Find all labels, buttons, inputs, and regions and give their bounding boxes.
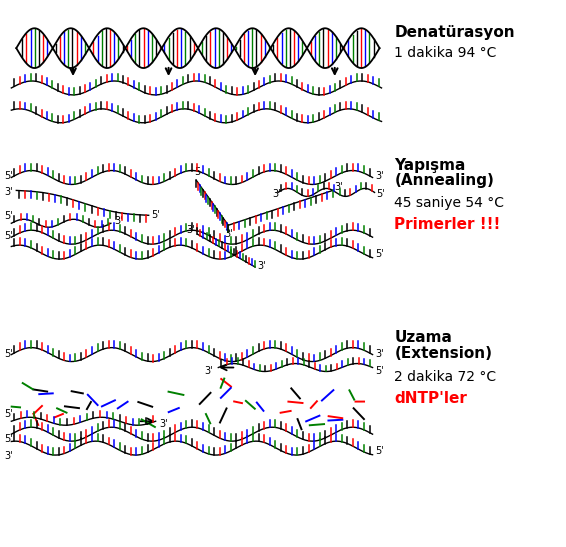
- Text: 5': 5': [5, 434, 13, 444]
- Text: (Extension): (Extension): [395, 346, 492, 360]
- Text: Uzama: Uzama: [395, 330, 452, 345]
- Text: dNTP'ler: dNTP'ler: [395, 391, 468, 406]
- Text: 5': 5': [5, 409, 13, 420]
- Text: 3': 3': [204, 365, 213, 375]
- Text: 3': 3': [376, 172, 384, 182]
- Text: 3': 3': [160, 419, 168, 429]
- Text: 5': 5': [376, 365, 384, 375]
- Text: 3': 3': [5, 188, 13, 197]
- Text: 2 dakika 72 °C: 2 dakika 72 °C: [395, 370, 496, 385]
- Text: Yapışma: Yapışma: [395, 158, 466, 172]
- Text: 5': 5': [376, 249, 384, 259]
- Text: Primerler !!!: Primerler !!!: [395, 217, 501, 232]
- Text: 3': 3': [376, 348, 384, 359]
- Text: 5: 5: [195, 166, 201, 177]
- Text: 1 dakika 94 °C: 1 dakika 94 °C: [395, 46, 497, 60]
- Text: 3': 3': [224, 229, 233, 239]
- Text: 3': 3': [272, 189, 281, 200]
- Text: 5': 5': [5, 231, 13, 241]
- Text: 5': 5': [5, 348, 13, 359]
- Text: 5': 5': [5, 211, 13, 222]
- Text: 5': 5': [152, 210, 160, 220]
- Text: Denatürasyon: Denatürasyon: [395, 25, 515, 40]
- Text: 3': 3': [5, 451, 13, 461]
- Text: 3': 3': [335, 182, 344, 193]
- Text: 3': 3': [114, 216, 122, 226]
- Text: 3': 3': [186, 225, 195, 235]
- Text: 5': 5': [5, 172, 13, 182]
- Text: (Annealing): (Annealing): [395, 173, 494, 189]
- Text: 5': 5': [376, 446, 384, 456]
- Text: 45 saniye 54 °C: 45 saniye 54 °C: [395, 196, 504, 211]
- Text: 3': 3': [257, 261, 266, 271]
- Text: 5': 5': [376, 189, 385, 200]
